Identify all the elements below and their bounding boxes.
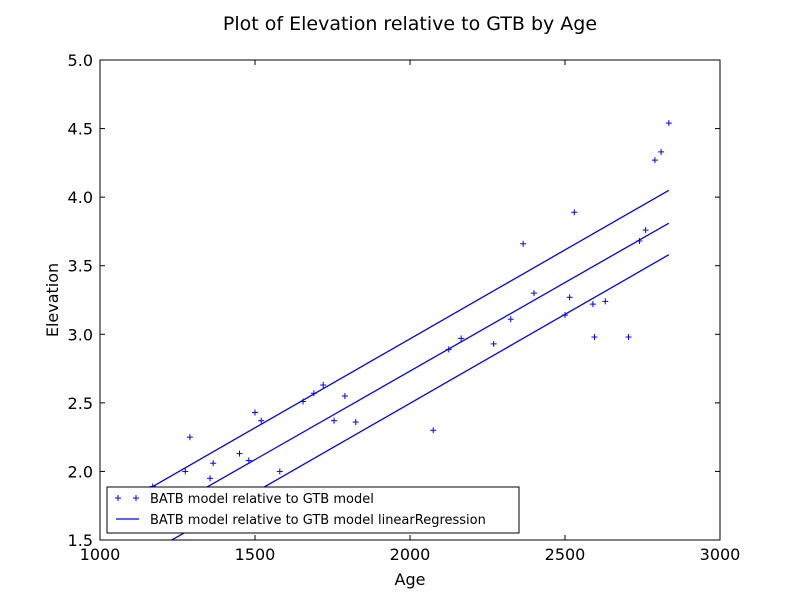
y-tick-label: 4.5 xyxy=(68,120,93,139)
y-tick-label: 3.5 xyxy=(68,257,93,276)
data-point xyxy=(625,334,632,341)
data-point xyxy=(458,335,465,342)
data-point xyxy=(566,294,573,301)
data-point xyxy=(352,419,359,426)
legend-box xyxy=(106,486,520,534)
data-point xyxy=(591,334,598,341)
x-tick-label: 2000 xyxy=(390,545,431,564)
data-point xyxy=(665,120,672,127)
data-point xyxy=(589,301,596,308)
data-point xyxy=(642,227,649,234)
data-point xyxy=(210,460,217,467)
y-tick-label: 4.0 xyxy=(68,188,93,207)
x-tick-label: 1000 xyxy=(80,545,121,564)
y-tick-label: 2.5 xyxy=(68,394,93,413)
x-tick-label: 3000 xyxy=(700,545,741,564)
y-tick-label: 3.0 xyxy=(68,325,93,344)
data-point xyxy=(490,340,497,347)
data-point xyxy=(520,240,527,247)
x-tick-label: 2500 xyxy=(545,545,586,564)
legend-label-scatter: BATB model relative to GTB model xyxy=(150,492,374,507)
chart-title: Plot of Elevation relative to GTB by Age xyxy=(223,13,597,35)
data-point xyxy=(252,409,258,416)
data-point xyxy=(276,468,283,475)
y-tick-label: 2.0 xyxy=(68,462,93,481)
y-tick-label: 5.0 xyxy=(68,51,93,70)
data-layer xyxy=(149,120,672,540)
data-point xyxy=(571,209,578,216)
axes-frame xyxy=(99,59,721,541)
x-tick-label: 1500 xyxy=(235,545,276,564)
data-point xyxy=(320,382,327,389)
data-point xyxy=(207,475,214,482)
data-point xyxy=(341,393,348,399)
regression-line xyxy=(152,222,670,519)
data-point xyxy=(658,148,665,155)
y-axis-label: Elevation xyxy=(43,263,62,337)
data-point xyxy=(258,417,265,424)
regression-line xyxy=(152,189,670,488)
x-axis-label: Age xyxy=(395,570,426,589)
data-point xyxy=(531,290,537,297)
data-point xyxy=(331,417,338,424)
plot-area: 1000 1500 2000 2500 3000 1.5 2.0 2.5 3.0 3.5 4.0 4.… xyxy=(68,51,741,564)
legend-label-regression: BATB model relative to GTB model linearR… xyxy=(150,513,486,528)
data-point xyxy=(602,298,609,305)
data-point xyxy=(236,450,243,457)
data-point xyxy=(507,316,514,323)
data-point xyxy=(651,157,658,164)
y-tick-label: 1.5 xyxy=(68,531,93,550)
data-point xyxy=(186,434,193,441)
data-point xyxy=(182,468,189,475)
legend-marker-scatter xyxy=(115,495,139,501)
legend: BATB model relative to GTB model BATB mo… xyxy=(106,486,520,534)
data-point xyxy=(430,427,437,434)
